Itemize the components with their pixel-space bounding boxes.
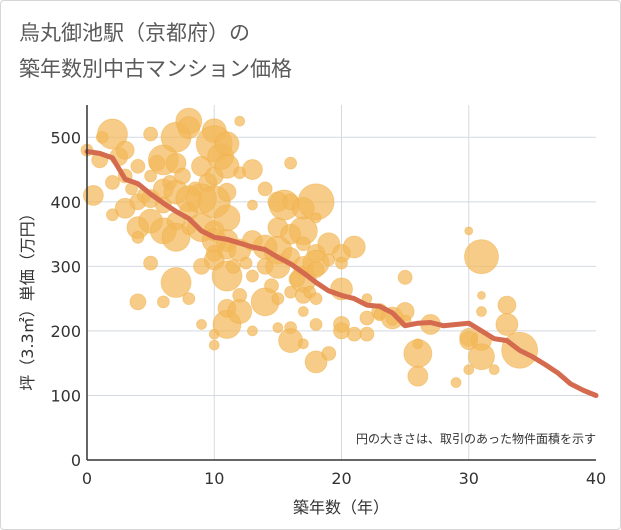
x-axis-label: 築年数（年） [293, 498, 389, 517]
bubble-point [307, 261, 325, 278]
bubble-point [160, 267, 192, 298]
bubble-point [196, 319, 207, 330]
y-tick-label: 500 [50, 128, 81, 147]
bubble-point [397, 269, 413, 285]
bubble-point [213, 204, 241, 232]
y-tick-label: 400 [50, 193, 81, 212]
axes [86, 105, 596, 461]
bubble-point [359, 326, 375, 342]
bubble-point [468, 343, 495, 371]
bubble-point [359, 310, 375, 326]
bubble-point [309, 318, 323, 331]
bubble-point [477, 291, 486, 300]
bubble-point [234, 115, 246, 127]
bubble-point [284, 156, 298, 170]
title-line-2: 築年数別中古マンション価格 [19, 57, 292, 81]
x-tick-label: 30 [459, 469, 479, 488]
y-tick-label: 200 [50, 322, 81, 341]
bubble-point [407, 365, 429, 387]
bubble-point [333, 322, 350, 340]
bubble-point [115, 140, 135, 160]
bubble-point [464, 239, 499, 275]
bubble-point [105, 175, 120, 190]
bubble-point [403, 339, 433, 368]
bubbles [80, 107, 539, 388]
bubble-point [497, 295, 517, 315]
y-tick-label: 100 [50, 386, 81, 405]
bubble-point [304, 350, 328, 374]
bubble-point [463, 364, 475, 376]
size-note: 円の大きさは、取引のあった物件面積を示す [356, 431, 596, 446]
chart-title: 烏丸御池駅（京都府）の 築年数別中古マンション価格 [19, 15, 292, 87]
bubble-point [297, 306, 309, 317]
bubble-point [297, 338, 309, 350]
title-line-1: 烏丸御池駅（京都府）の [19, 21, 250, 45]
bubble-point [246, 269, 259, 283]
bubble-point [247, 325, 258, 337]
bubble-point [227, 299, 253, 324]
bubble-point [342, 235, 366, 259]
bubble-point [450, 377, 462, 388]
bubble-point [144, 169, 158, 183]
bubble-point [272, 322, 284, 334]
bubble-point [264, 278, 279, 294]
bubble-point [321, 346, 337, 361]
bubble-point [208, 339, 220, 351]
bubble-point [464, 226, 474, 236]
x-tick-label: 20 [331, 469, 351, 488]
bubble-point [346, 326, 362, 342]
bubble-point [242, 159, 263, 180]
bubble-point [177, 116, 201, 139]
bubble-point [247, 199, 258, 211]
bubble-point [239, 256, 253, 270]
bubble-point [129, 293, 147, 311]
y-tick-label: 300 [50, 257, 81, 276]
x-tick-label: 0 [82, 469, 92, 488]
x-tick-label: 10 [204, 469, 224, 488]
bubble-point [335, 256, 348, 270]
bubble-point [214, 131, 240, 157]
bubble-point [271, 292, 285, 306]
bubble-point [488, 364, 500, 376]
bubble-point [309, 292, 323, 306]
bubble-point [143, 255, 159, 271]
x-tick-label: 40 [586, 469, 606, 488]
bubble-point [156, 295, 170, 309]
bubble-point [182, 292, 196, 306]
bubble-point [174, 167, 191, 185]
bubble-point [476, 306, 487, 317]
trend-line [84, 149, 599, 398]
y-tick-label: 0 [71, 451, 81, 470]
bubble-point [257, 181, 273, 197]
tick-labels: 0 100 200 300 400 500 0 10 20 30 40 [50, 128, 606, 488]
bubble-point [82, 184, 104, 206]
bubble-point [214, 153, 240, 179]
bubble-point [143, 126, 159, 142]
bubble-point [130, 158, 146, 174]
bubble-point [97, 118, 128, 150]
bubble-point [295, 236, 311, 252]
bubble-point [217, 182, 237, 202]
bubble-point [310, 212, 322, 224]
bubble-point [495, 313, 519, 336]
y-axis-label: 坪（3.3㎡）単価（万円） [18, 205, 37, 390]
bubble-point [131, 230, 145, 244]
